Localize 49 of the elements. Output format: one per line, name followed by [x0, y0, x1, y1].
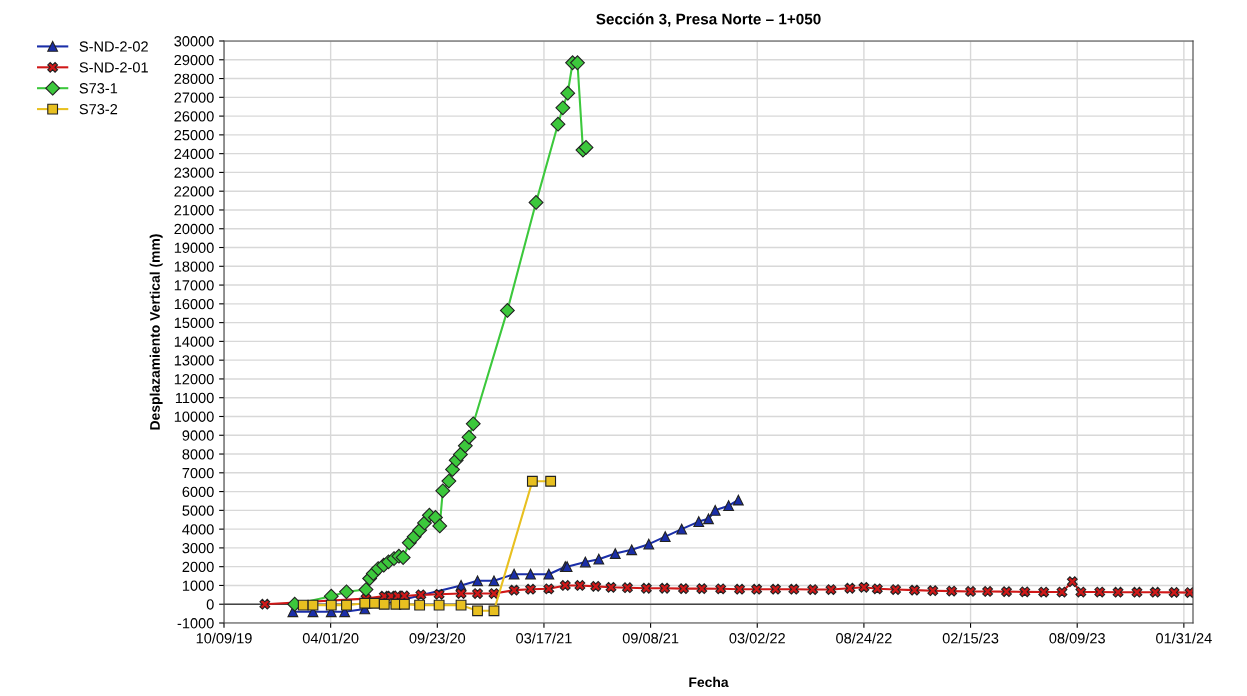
- x-tick-label: 02/15/23: [942, 632, 999, 644]
- y-tick-label: 9000: [182, 430, 214, 441]
- y-tick-label: 21000: [174, 205, 214, 216]
- y-tick-label: 24000: [174, 148, 214, 160]
- legend-label: S73-1: [79, 83, 118, 94]
- y-tick-label: 25000: [174, 129, 214, 141]
- y-tick-label: 5000: [182, 505, 214, 516]
- y-tick-label: 20000: [174, 223, 214, 235]
- y-tick-label: 13000: [174, 355, 214, 366]
- y-tick-label: 23000: [174, 167, 214, 178]
- y-tick-label: 15000: [174, 317, 214, 329]
- x-tick-label: 08/09/23: [1049, 632, 1105, 644]
- x-tick-label: 01/31/24: [1156, 632, 1212, 644]
- y-tick-label: 26000: [174, 111, 214, 122]
- y-tick-label: 7000: [182, 467, 214, 479]
- y-tick-label: 2000: [182, 561, 214, 573]
- x-tick-label: 09/23/20: [409, 632, 466, 644]
- y-tick-label: 17000: [174, 280, 214, 291]
- x-tick-label: 09/08/21: [622, 632, 679, 644]
- y-tick-label: -1000: [177, 618, 214, 629]
- y-tick-label: 0: [206, 599, 214, 610]
- y-tick-label: 16000: [174, 298, 214, 310]
- legend-label: S-ND-2-01: [79, 62, 148, 73]
- y-tick-label: 6000: [182, 486, 214, 498]
- y-tick-label: 12000: [174, 374, 214, 385]
- y-tick-label: 27000: [174, 92, 214, 103]
- y-tick-label: 14000: [174, 336, 214, 347]
- x-tick-label: 03/17/21: [516, 632, 572, 644]
- y-tick-label: 1000: [182, 580, 214, 591]
- legend-label: S73-2: [79, 104, 118, 115]
- y-tick-label: 30000: [174, 36, 214, 47]
- y-tick-label: 10000: [174, 411, 214, 422]
- y-tick-label: 4000: [182, 524, 214, 535]
- y-axis-title: Desplazamiento Vertical (mm): [149, 234, 163, 430]
- x-tick-label: 10/09/19: [196, 632, 252, 644]
- y-tick-label: 29000: [174, 54, 214, 66]
- y-tick-label: 19000: [174, 242, 214, 253]
- x-tick-label: 08/24/22: [836, 632, 892, 644]
- legend-label: S-ND-2-02: [79, 41, 148, 52]
- chart-title: Sección 3, Presa Norte – 1+050: [596, 13, 821, 27]
- y-tick-label: 22000: [174, 186, 214, 197]
- y-tick-label: 8000: [182, 449, 214, 460]
- x-tick-label: 03/02/22: [729, 632, 785, 644]
- x-axis-title: Fecha: [689, 676, 729, 688]
- y-tick-label: 28000: [174, 73, 214, 84]
- y-tick-label: 11000: [175, 392, 214, 404]
- y-tick-label: 3000: [182, 543, 214, 554]
- y-tick-label: 18000: [174, 261, 214, 272]
- x-tick-label: 04/01/20: [302, 632, 359, 644]
